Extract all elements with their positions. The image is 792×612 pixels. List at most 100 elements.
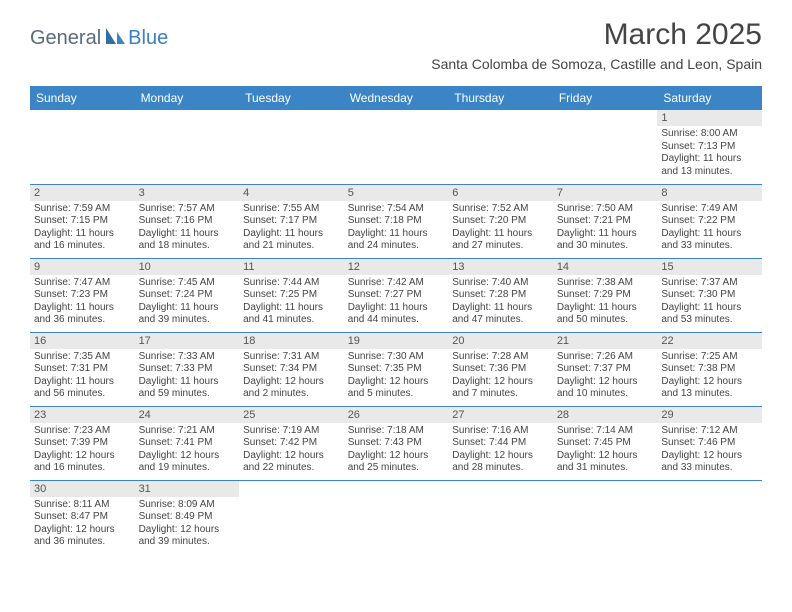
day-details: Sunrise: 7:52 AMSunset: 7:20 PMDaylight:… bbox=[448, 201, 553, 256]
day-detail-line: and 7 minutes. bbox=[452, 388, 549, 401]
day-detail-line: Daylight: 11 hours bbox=[348, 302, 445, 315]
day-detail-line: Sunrise: 7:52 AM bbox=[452, 203, 549, 216]
day-detail-line: Daylight: 12 hours bbox=[34, 450, 131, 463]
day-detail-line: Sunset: 7:25 PM bbox=[243, 289, 340, 302]
day-detail-line: Sunrise: 7:54 AM bbox=[348, 203, 445, 216]
day-number: 31 bbox=[135, 481, 240, 497]
day-details: Sunrise: 7:19 AMSunset: 7:42 PMDaylight:… bbox=[239, 423, 344, 478]
day-detail-line: Sunset: 7:35 PM bbox=[348, 363, 445, 376]
day-detail-line: Sunset: 7:24 PM bbox=[139, 289, 236, 302]
weekday-header: Saturday bbox=[657, 86, 762, 110]
day-detail-line: and 39 minutes. bbox=[139, 536, 236, 549]
day-detail-line: Sunset: 7:20 PM bbox=[452, 215, 549, 228]
day-detail-line: Daylight: 11 hours bbox=[139, 376, 236, 389]
calendar-cell: 28Sunrise: 7:14 AMSunset: 7:45 PMDayligh… bbox=[553, 406, 658, 480]
calendar-cell bbox=[239, 110, 344, 184]
day-details: Sunrise: 7:25 AMSunset: 7:38 PMDaylight:… bbox=[657, 349, 762, 404]
calendar-head: SundayMondayTuesdayWednesdayThursdayFrid… bbox=[30, 86, 762, 110]
day-detail-line: Sunrise: 7:31 AM bbox=[243, 351, 340, 364]
day-detail-line: and 44 minutes. bbox=[348, 314, 445, 327]
day-detail-line: Sunset: 8:49 PM bbox=[139, 511, 236, 524]
day-detail-line: Daylight: 11 hours bbox=[243, 228, 340, 241]
day-details: Sunrise: 7:57 AMSunset: 7:16 PMDaylight:… bbox=[135, 201, 240, 256]
calendar-table: SundayMondayTuesdayWednesdayThursdayFrid… bbox=[30, 86, 762, 554]
calendar-cell bbox=[448, 110, 553, 184]
day-number: 26 bbox=[344, 407, 449, 423]
day-detail-line: Daylight: 11 hours bbox=[557, 302, 654, 315]
day-number: 18 bbox=[239, 333, 344, 349]
day-number: 16 bbox=[30, 333, 135, 349]
day-detail-line: Sunset: 7:23 PM bbox=[34, 289, 131, 302]
day-detail-line: Sunset: 7:37 PM bbox=[557, 363, 654, 376]
day-details: Sunrise: 7:31 AMSunset: 7:34 PMDaylight:… bbox=[239, 349, 344, 404]
day-detail-line: Daylight: 11 hours bbox=[661, 228, 758, 241]
day-number: 12 bbox=[344, 259, 449, 275]
calendar-cell: 22Sunrise: 7:25 AMSunset: 7:38 PMDayligh… bbox=[657, 332, 762, 406]
day-detail-line: Sunrise: 7:12 AM bbox=[661, 425, 758, 438]
calendar-cell: 7Sunrise: 7:50 AMSunset: 7:21 PMDaylight… bbox=[553, 184, 658, 258]
calendar-cell: 12 Sunrise: 7:42 AMSunset: 7:27 PMDayligh… bbox=[344, 258, 449, 332]
day-details: Sunrise: 7:59 AMSunset: 7:15 PMDaylight:… bbox=[30, 201, 135, 256]
day-details: Sunrise: 7:44 AMSunset: 7:25 PMDaylight:… bbox=[239, 275, 344, 330]
calendar-cell: 5Sunrise: 7:54 AMSunset: 7:18 PMDaylight… bbox=[344, 184, 449, 258]
day-detail-line: Sunset: 7:27 PM bbox=[348, 289, 445, 302]
day-number: 5 bbox=[344, 185, 449, 201]
day-detail-line: Daylight: 11 hours bbox=[348, 228, 445, 241]
calendar-cell: 17Sunrise: 7:33 AMSunset: 7:33 PMDayligh… bbox=[135, 332, 240, 406]
day-details: Sunrise: 7:14 AMSunset: 7:45 PMDaylight:… bbox=[553, 423, 658, 478]
calendar-cell: 29Sunrise: 7:12 AMSunset: 7:46 PMDayligh… bbox=[657, 406, 762, 480]
day-detail-line: Daylight: 12 hours bbox=[243, 376, 340, 389]
day-detail-line: Daylight: 11 hours bbox=[243, 302, 340, 315]
day-detail-line: Sunset: 7:16 PM bbox=[139, 215, 236, 228]
day-details: Sunrise: 7:40 AMSunset: 7:28 PMDaylight:… bbox=[448, 275, 553, 330]
day-number: 22 bbox=[657, 333, 762, 349]
calendar-cell bbox=[239, 480, 344, 554]
day-number: 14 bbox=[553, 259, 658, 275]
day-number: 30 bbox=[30, 481, 135, 497]
day-detail-line: Sunrise: 7:40 AM bbox=[452, 277, 549, 290]
day-number: 28 bbox=[553, 407, 658, 423]
day-detail-line: Sunrise: 7:25 AM bbox=[661, 351, 758, 364]
day-detail-line: and 30 minutes. bbox=[557, 240, 654, 253]
day-detail-line: Sunset: 7:21 PM bbox=[557, 215, 654, 228]
calendar-cell: 13Sunrise: 7:40 AMSunset: 7:28 PMDayligh… bbox=[448, 258, 553, 332]
calendar-cell: 24Sunrise: 7:21 AMSunset: 7:41 PMDayligh… bbox=[135, 406, 240, 480]
day-details: Sunrise: 7:33 AMSunset: 7:33 PMDaylight:… bbox=[135, 349, 240, 404]
day-details: Sunrise: 8:11 AMSunset: 8:47 PMDaylight:… bbox=[30, 497, 135, 552]
day-detail-line: Sunrise: 7:30 AM bbox=[348, 351, 445, 364]
day-number: 1 bbox=[657, 110, 762, 126]
weekday-header: Wednesday bbox=[344, 86, 449, 110]
calendar-cell: 23Sunrise: 7:23 AMSunset: 7:39 PMDayligh… bbox=[30, 406, 135, 480]
day-detail-line: and 31 minutes. bbox=[557, 462, 654, 475]
day-details: Sunrise: 7:23 AMSunset: 7:39 PMDaylight:… bbox=[30, 423, 135, 478]
day-details: Sunrise: 7:54 AMSunset: 7:18 PMDaylight:… bbox=[344, 201, 449, 256]
calendar-row: 23Sunrise: 7:23 AMSunset: 7:39 PMDayligh… bbox=[30, 406, 762, 480]
day-detail-line: Daylight: 12 hours bbox=[557, 450, 654, 463]
day-detail-line: Daylight: 12 hours bbox=[452, 450, 549, 463]
calendar-cell: 16Sunrise: 7:35 AMSunset: 7:31 PMDayligh… bbox=[30, 332, 135, 406]
calendar-cell bbox=[135, 110, 240, 184]
calendar-cell: 2Sunrise: 7:59 AMSunset: 7:15 PMDaylight… bbox=[30, 184, 135, 258]
day-detail-line: Sunset: 7:15 PM bbox=[34, 215, 131, 228]
calendar-cell: 25Sunrise: 7:19 AMSunset: 7:42 PMDayligh… bbox=[239, 406, 344, 480]
day-detail-line: and 13 minutes. bbox=[661, 388, 758, 401]
day-details: Sunrise: 8:09 AMSunset: 8:49 PMDaylight:… bbox=[135, 497, 240, 552]
calendar-row: 16Sunrise: 7:35 AMSunset: 7:31 PMDayligh… bbox=[30, 332, 762, 406]
day-number: 19 bbox=[344, 333, 449, 349]
day-detail-line: Sunset: 7:13 PM bbox=[661, 141, 758, 154]
day-number: 13 bbox=[448, 259, 553, 275]
day-number: 25 bbox=[239, 407, 344, 423]
logo: General Blue bbox=[30, 26, 168, 51]
day-detail-line: Sunrise: 7:42 AM bbox=[348, 277, 445, 290]
day-detail-line: and 22 minutes. bbox=[243, 462, 340, 475]
weekday-header: Tuesday bbox=[239, 86, 344, 110]
day-detail-line: Sunrise: 7:35 AM bbox=[34, 351, 131, 364]
day-detail-line: Sunset: 7:28 PM bbox=[452, 289, 549, 302]
day-detail-line: Sunrise: 8:00 AM bbox=[661, 128, 758, 141]
calendar-cell: 1Sunrise: 8:00 AMSunset: 7:13 PMDaylight… bbox=[657, 110, 762, 184]
calendar-cell: 3Sunrise: 7:57 AMSunset: 7:16 PMDaylight… bbox=[135, 184, 240, 258]
day-detail-line: Daylight: 12 hours bbox=[34, 524, 131, 537]
calendar-row: 2Sunrise: 7:59 AMSunset: 7:15 PMDaylight… bbox=[30, 184, 762, 258]
calendar-cell: 11Sunrise: 7:44 AMSunset: 7:25 PMDayligh… bbox=[239, 258, 344, 332]
calendar-cell bbox=[553, 480, 658, 554]
